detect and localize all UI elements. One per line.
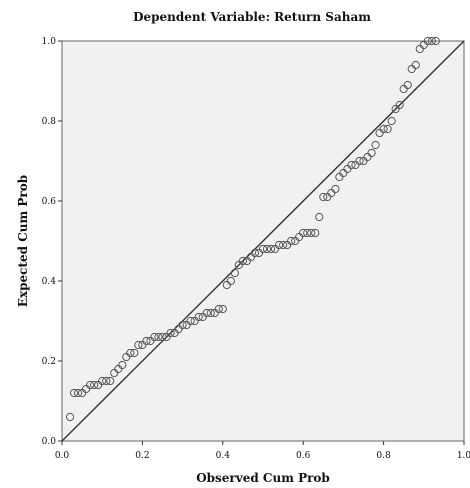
data-point-46 bbox=[250, 248, 260, 258]
data-point-61 bbox=[311, 228, 320, 238]
data-point-59 bbox=[303, 228, 312, 238]
data-point-0 bbox=[65, 412, 75, 422]
data-point-90 bbox=[427, 36, 436, 46]
data-point-1 bbox=[69, 388, 79, 398]
y-tick-label: 0.2 bbox=[42, 357, 56, 367]
data-point-89 bbox=[423, 36, 432, 46]
data-point-21 bbox=[150, 332, 159, 342]
x-axis-title: Observed Cum Prob bbox=[196, 471, 330, 485]
data-point-58 bbox=[299, 228, 308, 238]
data-point-30 bbox=[186, 316, 195, 326]
data-point-34 bbox=[202, 308, 211, 318]
data-point-53 bbox=[279, 240, 288, 250]
data-point-32 bbox=[194, 312, 203, 322]
data-point-75 bbox=[367, 148, 376, 158]
x-tick-label: 0.6 bbox=[296, 451, 311, 461]
data-point-8 bbox=[98, 376, 107, 386]
data-point-91 bbox=[431, 36, 440, 46]
data-point-70 bbox=[347, 160, 356, 170]
data-point-62 bbox=[315, 212, 324, 222]
data-point-48 bbox=[258, 244, 268, 254]
data-point-78 bbox=[379, 124, 388, 134]
x-tick-label: 0.2 bbox=[135, 451, 149, 461]
data-point-19 bbox=[142, 336, 151, 346]
data-point-84 bbox=[403, 80, 412, 90]
data-point-50 bbox=[266, 244, 276, 254]
data-point-82 bbox=[395, 100, 404, 110]
data-point-80 bbox=[387, 116, 396, 126]
data-point-28 bbox=[178, 320, 187, 330]
data-point-52 bbox=[274, 240, 284, 250]
data-point-15 bbox=[126, 348, 135, 358]
y-axis-ticks: 0.0 0.2 0.4 0.6 0.8 1.0 bbox=[42, 37, 62, 447]
data-point-25 bbox=[166, 328, 175, 338]
data-point-38 bbox=[218, 304, 227, 314]
x-tick-label: 0.4 bbox=[216, 451, 231, 461]
data-point-9 bbox=[102, 376, 111, 386]
data-point-63 bbox=[319, 192, 328, 202]
data-point-66 bbox=[331, 184, 340, 194]
y-tick-label: 0.4 bbox=[42, 277, 57, 287]
x-tick-label: 0.0 bbox=[55, 451, 70, 461]
data-point-76 bbox=[371, 140, 380, 150]
data-point-6 bbox=[90, 380, 99, 390]
data-point-55 bbox=[287, 236, 296, 246]
y-axis-title: Expected Cum Prob bbox=[16, 175, 30, 307]
data-point-43 bbox=[238, 256, 247, 266]
chart-title: Dependent Variable: Return Saham bbox=[133, 10, 371, 24]
data-point-79 bbox=[383, 124, 392, 134]
x-tick-label: 1.0 bbox=[457, 451, 470, 461]
data-point-13 bbox=[118, 360, 127, 370]
data-point-22 bbox=[154, 332, 163, 342]
y-tick-label: 0.6 bbox=[42, 197, 57, 207]
data-point-37 bbox=[214, 304, 223, 314]
data-point-5 bbox=[86, 380, 95, 390]
data-point-86 bbox=[411, 60, 420, 70]
y-tick-label: 0.0 bbox=[42, 437, 57, 447]
data-point-16 bbox=[130, 348, 139, 358]
x-axis-ticks: 0.0 0.2 0.4 0.6 0.8 1.0 bbox=[55, 441, 470, 461]
data-point-2 bbox=[73, 388, 83, 398]
data-points bbox=[65, 36, 440, 422]
x-tick-label: 0.8 bbox=[376, 451, 391, 461]
data-point-35 bbox=[206, 308, 215, 318]
data-point-40 bbox=[226, 276, 235, 286]
y-tick-label: 1.0 bbox=[42, 37, 57, 47]
data-point-72 bbox=[355, 156, 364, 166]
data-point-49 bbox=[262, 244, 272, 254]
data-point-41 bbox=[230, 268, 239, 278]
data-point-60 bbox=[307, 228, 316, 238]
data-point-23 bbox=[158, 332, 167, 342]
data-point-10 bbox=[106, 376, 115, 386]
data-point-17 bbox=[134, 340, 143, 350]
y-tick-label: 0.8 bbox=[42, 117, 57, 127]
